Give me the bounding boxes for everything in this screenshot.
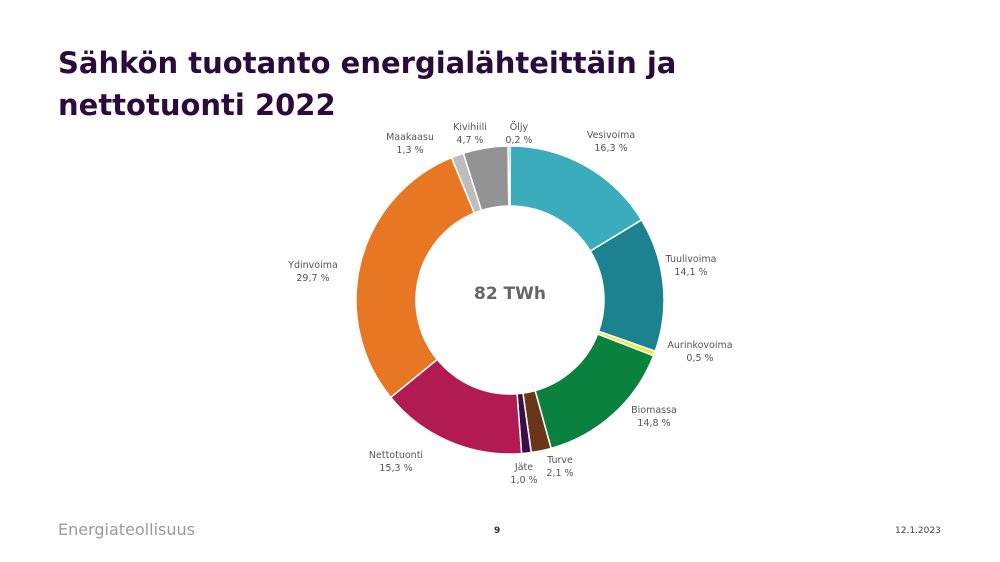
label-vesivoima: Vesivoima 16,3 % [587, 130, 635, 154]
page-number: 9 [494, 526, 501, 536]
label-name-aurinkovoima: Aurinkovoima [667, 340, 732, 351]
label-j-te: Jäte 1,0 % [510, 462, 537, 486]
label-value-maakaasu: 1,3 % [396, 145, 423, 156]
label-value-biomassa: 14,8 % [637, 418, 670, 429]
label-value-j-te: 1,0 % [510, 475, 537, 486]
label-value-aurinkovoima: 0,5 % [686, 353, 713, 364]
slice--ljy [507, 145, 511, 207]
slice-labels: Vesivoima 16,3 % Tuulivoima 14,1 % Aurinkovo… [287, 122, 732, 486]
label-name-turve: Turve [546, 455, 573, 466]
slide-date: 12.1.2023 [895, 526, 941, 536]
label-value-turve: 2,1 % [546, 468, 573, 479]
label-name-kivihiili: Kivihiili [453, 122, 487, 133]
label-name-tuulivoima: Tuulivoima [665, 254, 717, 265]
label-biomassa: Biomassa 14,8 % [631, 405, 677, 429]
label-name--ljy: Öljy [510, 122, 529, 133]
label-name-vesivoima: Vesivoima [587, 130, 635, 141]
label-value-kivihiili: 4,7 % [456, 135, 483, 146]
label-value-vesivoima: 16,3 % [594, 143, 627, 154]
label-turve: Turve 2,1 % [546, 455, 573, 479]
label-name-nettotuonti: Nettotuonti [369, 450, 423, 461]
label-name-ydinvoima: Ydinvoima [287, 260, 338, 271]
label-kivihiili: Kivihiili 4,7 % [453, 122, 487, 146]
label-aurinkovoima: Aurinkovoima 0,5 % [667, 340, 732, 364]
label-value-nettotuonti: 15,3 % [379, 463, 412, 474]
donut-slices [355, 145, 665, 455]
label-name-j-te: Jäte [514, 462, 533, 473]
donut-center-label: 82 TWh [474, 284, 546, 304]
slide-title-line-2: nettotuonti 2022 [58, 88, 336, 122]
label-value--ljy: 0,2 % [505, 135, 532, 146]
energiateollisuus-logo: Energiateollisuus [58, 520, 195, 539]
label-tuulivoima: Tuulivoima 14,1 % [665, 254, 717, 278]
label-name-biomassa: Biomassa [631, 405, 677, 416]
slide-title-line-1: Sähkön tuotanto energialähteittäin ja [58, 46, 677, 80]
label-name-maakaasu: Maakaasu [386, 132, 434, 143]
label-value-ydinvoima: 29,7 % [296, 273, 329, 284]
label--ljy: Öljy 0,2 % [505, 122, 532, 146]
label-nettotuonti: Nettotuonti 15,3 % [369, 450, 423, 474]
label-ydinvoima: Ydinvoima 29,7 % [287, 260, 338, 284]
slice-ydinvoima [355, 156, 476, 399]
slide-title: Sähkön tuotanto energialähteittäin ja ne… [58, 42, 758, 126]
slice-biomassa [534, 333, 655, 450]
label-value-tuulivoima: 14,1 % [674, 267, 707, 278]
label-maakaasu: Maakaasu 1,3 % [386, 132, 434, 156]
